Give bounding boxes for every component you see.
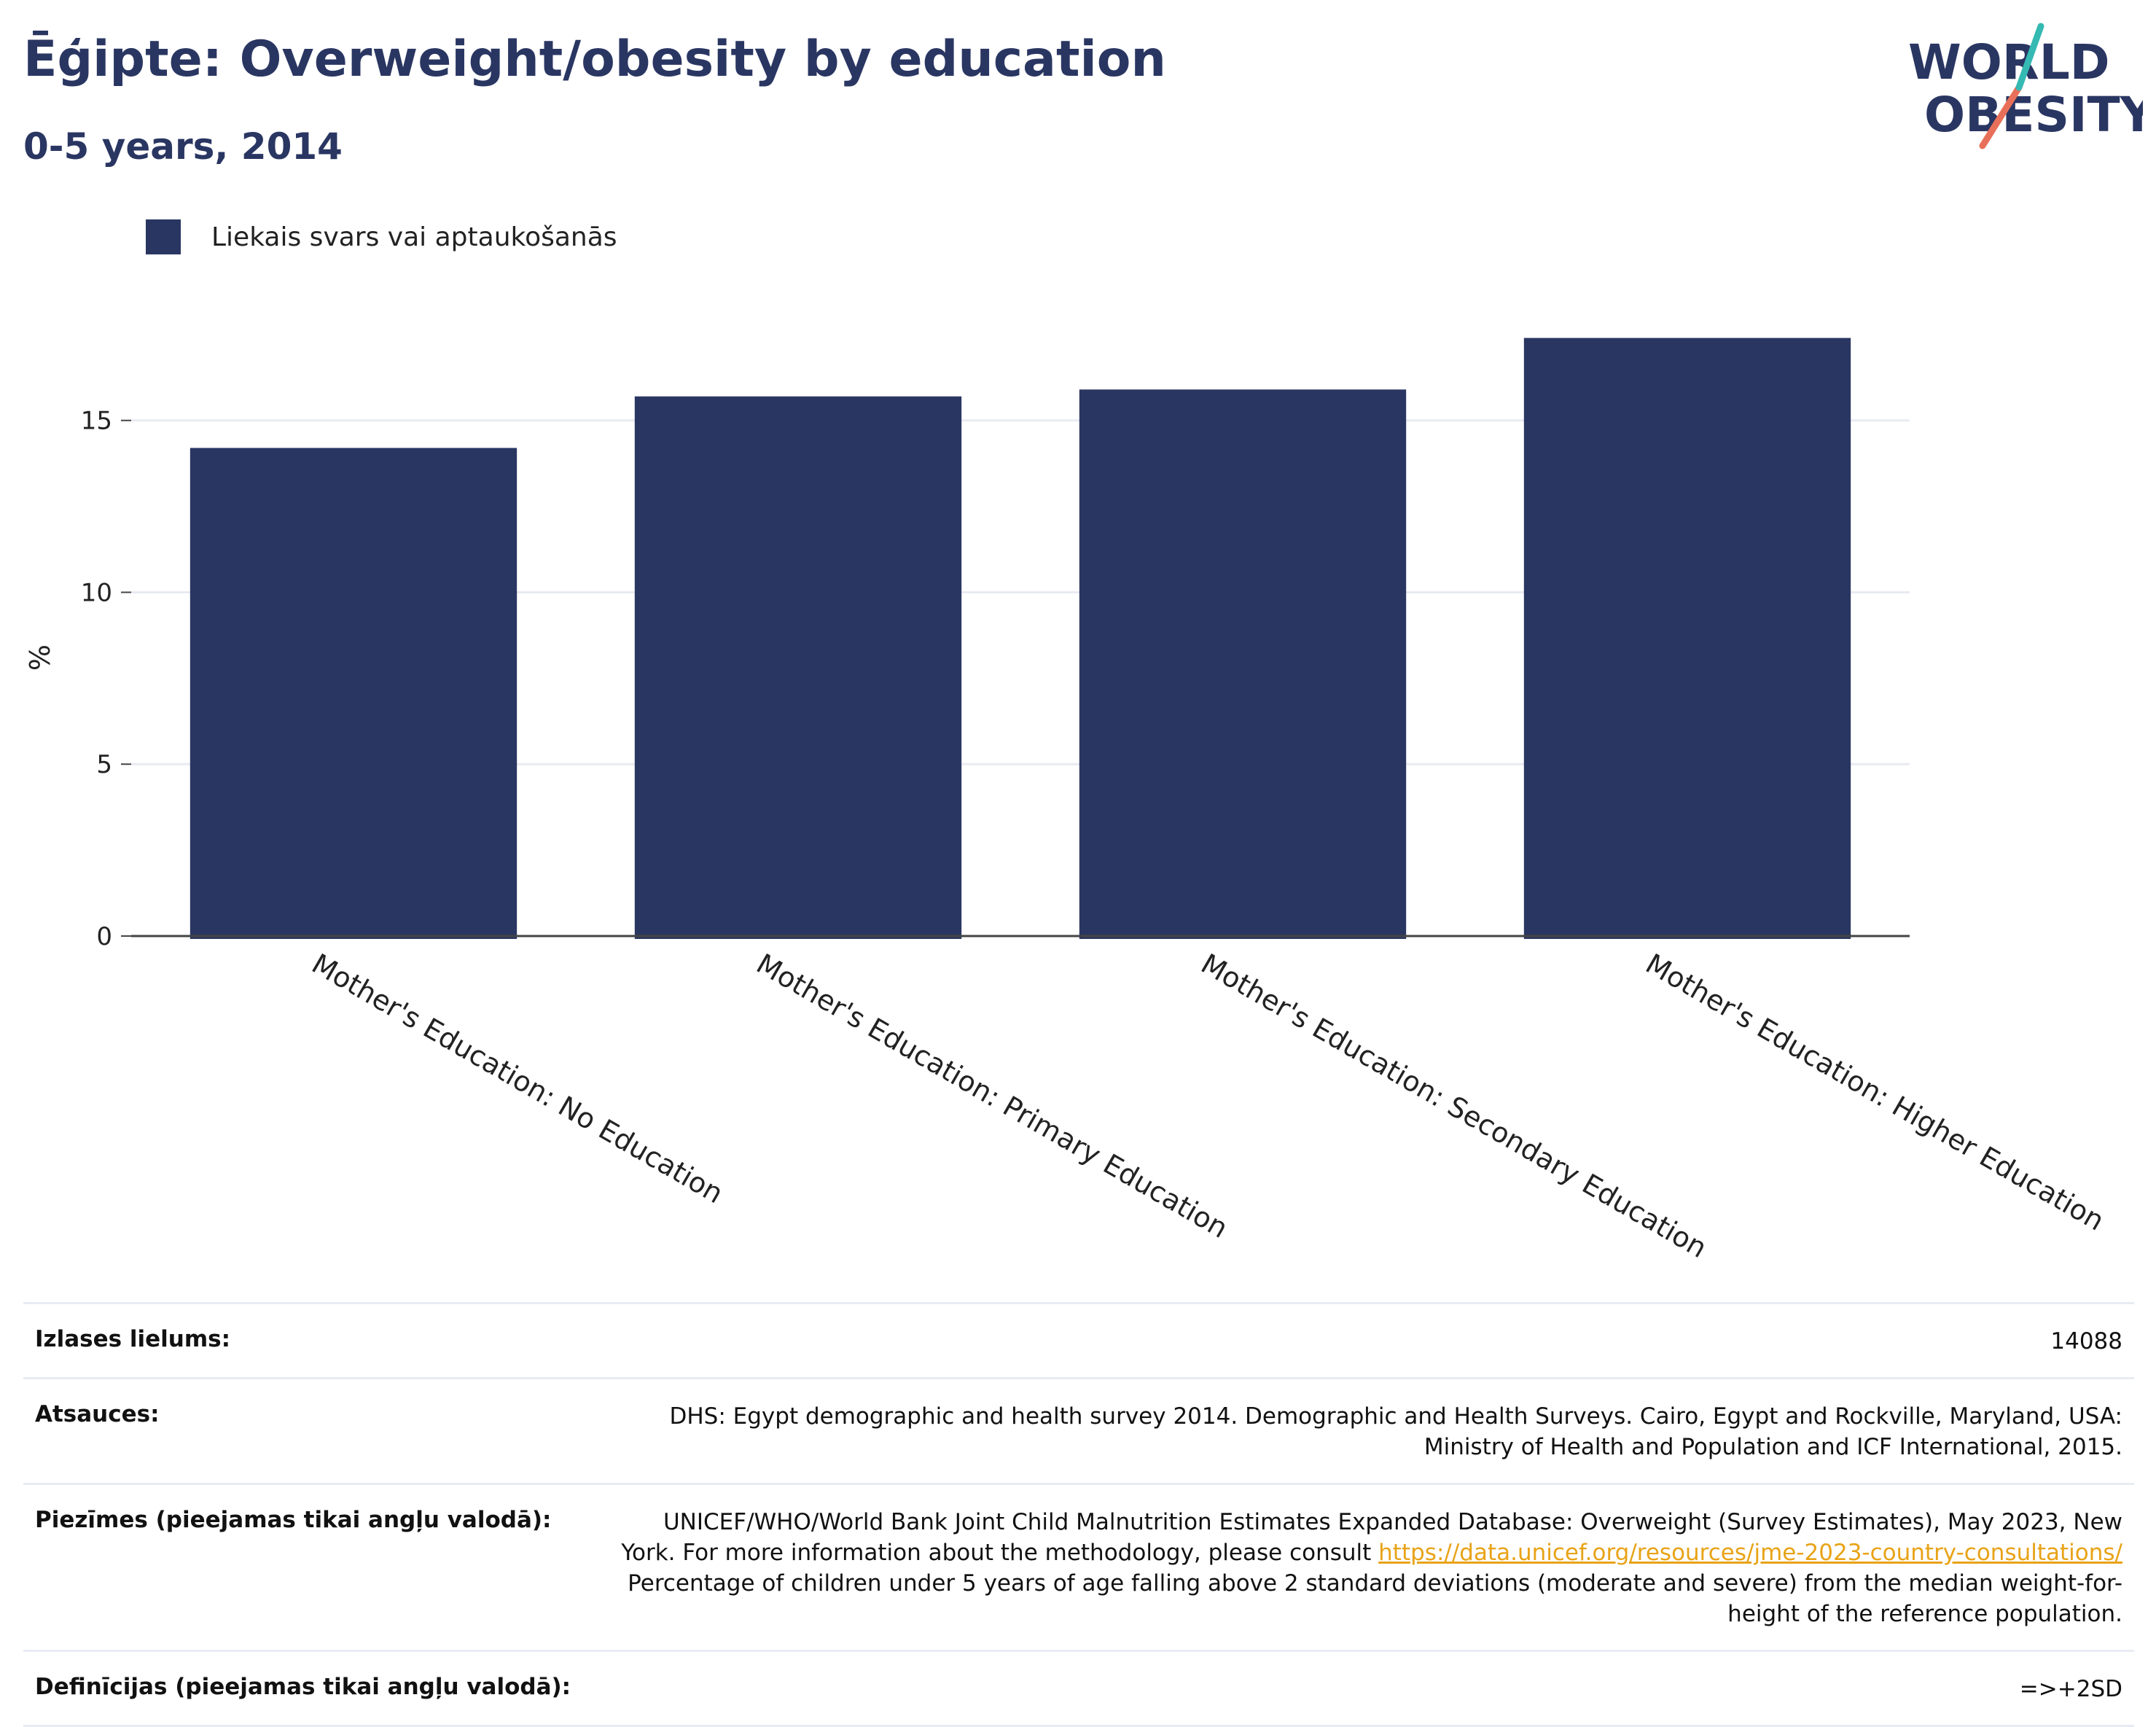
definitions-value: =>+2SD — [2019, 1676, 2122, 1702]
chart-legend[interactable]: Liekais svars vai aptaukošanās — [146, 219, 617, 255]
methodology-link[interactable]: https://data.unicef.org/resources/jme-20… — [1378, 1540, 2122, 1566]
x-tick-label: Mother's Education: Secondary Education — [1196, 948, 1713, 1265]
logo-line1: WORLD — [1908, 34, 2110, 90]
info-row-sample-size: Izlases lielums: 14088 — [23, 1302, 2134, 1377]
info-row-definitions: Definīcijas (pieejamas tikai angļu valod… — [23, 1650, 2134, 1727]
sample-size-label: Izlases lielums: — [35, 1326, 230, 1352]
y-tick-label: 5 — [96, 750, 112, 779]
x-tick-label: Mother's Education: Primary Education — [751, 948, 1234, 1244]
info-row-notes: Piezīmes (pieejamas tikai angļu valodā):… — [23, 1483, 2134, 1650]
notes-label: Piezīmes (pieejamas tikai angļu valodā): — [35, 1507, 552, 1533]
legend-swatch — [146, 219, 181, 254]
references-line-2: Ministry of Health and Population and IC… — [1423, 1434, 2122, 1460]
y-tick-label: 10 — [81, 578, 112, 607]
references-label: Atsauces: — [35, 1401, 160, 1427]
y-axis-label: % — [24, 644, 56, 671]
world-obesity-logo: WORLD OBESITY — [1908, 23, 2143, 149]
bar[interactable] — [1523, 338, 1851, 939]
notes-line-2: York. For more information about the met… — [621, 1540, 1379, 1566]
sample-size-value: 14088 — [2050, 1328, 2122, 1354]
page-title: Ēģipte: Overweight/obesity by education — [23, 31, 1166, 88]
x-tick-label: Mother's Education: Higher Education — [1641, 948, 2110, 1237]
definitions-label: Definīcijas (pieejamas tikai angļu valod… — [35, 1674, 571, 1700]
notes-line-3: Percentage of children under 5 years of … — [628, 1570, 2122, 1597]
bar[interactable] — [1079, 389, 1407, 939]
references-value: DHS: Egypt demographic and health survey… — [670, 1401, 2123, 1462]
bar[interactable] — [634, 396, 962, 939]
info-table: Izlases lielums: 14088 Atsauces: DHS: Eg… — [23, 1302, 2134, 1727]
x-tick-label: Mother's Education: No Education — [307, 948, 729, 1210]
page-subtitle: 0-5 years, 2014 — [23, 125, 343, 168]
legend-label: Liekais svars vai aptaukošanās — [211, 222, 617, 252]
notes-line-4: height of the reference population. — [1727, 1601, 2122, 1627]
bar[interactable] — [190, 448, 517, 939]
references-line-1: DHS: Egypt demographic and health survey… — [669, 1403, 2123, 1430]
y-tick-label: 0 — [96, 922, 112, 951]
info-row-references: Atsauces: DHS: Egypt demographic and hea… — [23, 1377, 2134, 1483]
y-tick-label: 15 — [81, 407, 112, 436]
notes-value: UNICEF/WHO/World Bank Joint Child Malnut… — [621, 1507, 2122, 1629]
notes-line-1: UNICEF/WHO/World Bank Joint Child Malnut… — [663, 1509, 2122, 1535]
logo-line2: OBESITY — [1924, 87, 2143, 143]
